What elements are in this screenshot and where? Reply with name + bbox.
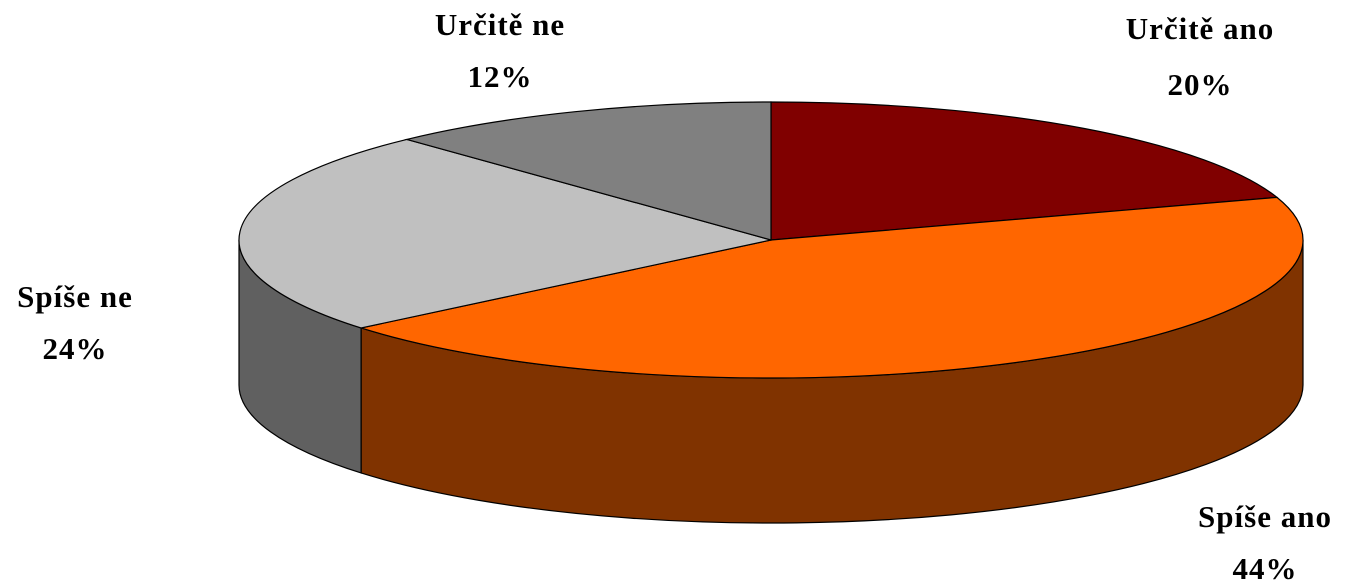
slice-label: Určitě ne — [435, 7, 565, 42]
slice-value-label: 12% — [468, 59, 533, 94]
pie-slice — [358, 196, 1304, 379]
pie-tops — [238, 101, 1304, 379]
slice-value-label: 20% — [1168, 67, 1233, 102]
pie-slice — [770, 101, 1279, 241]
slice-value-label: 24% — [43, 331, 108, 366]
pie-slice — [404, 101, 772, 241]
pie-slice — [238, 138, 772, 329]
slice-label: Spíše ne — [17, 279, 133, 314]
labels: Určitě ano 20% Spíše ano 44% Spíše ne 24% Urči… — [17, 7, 1332, 583]
slice-value-label: 44% — [1233, 551, 1298, 583]
slice-label: Určitě ano — [1126, 11, 1275, 46]
slice-label: Spíše ano — [1198, 499, 1332, 534]
